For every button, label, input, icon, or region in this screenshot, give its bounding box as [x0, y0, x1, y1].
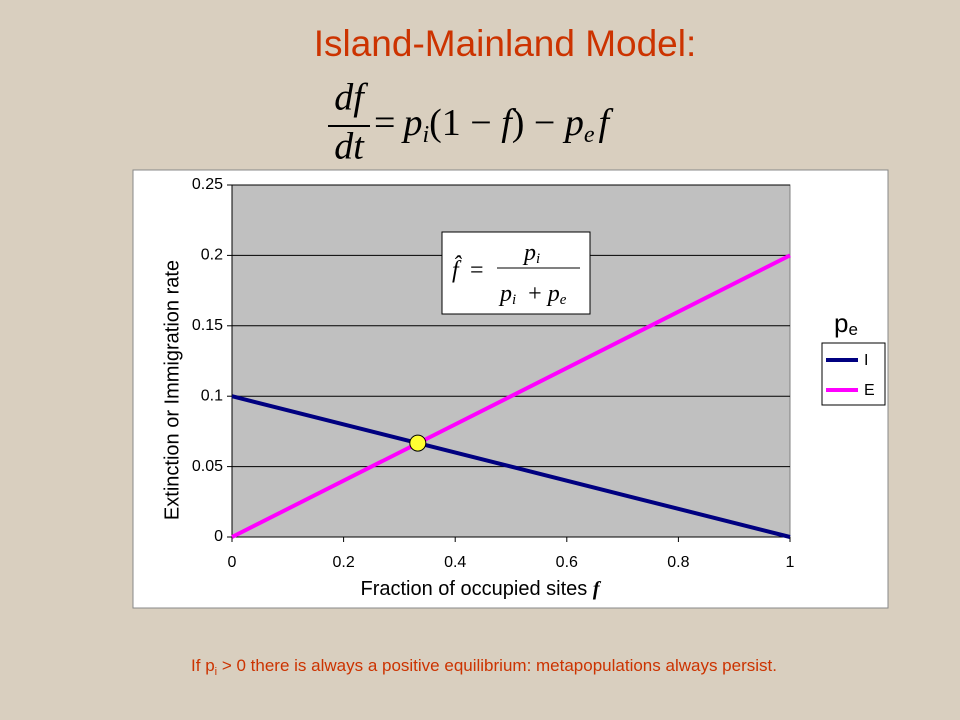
x-axis-label: Fraction of occupied sites f	[360, 578, 601, 601]
x-tick-label: 0	[228, 554, 237, 571]
y-tick-label: 0.15	[192, 317, 223, 334]
series-line	[231, 394, 791, 539]
x-label-text: Fraction of occupied sites	[360, 578, 592, 600]
inset-box	[441, 231, 591, 315]
x-tick-label: 1	[786, 554, 795, 571]
inset-p: p	[522, 240, 536, 266]
series-line	[231, 253, 791, 539]
legend-title-sub: e	[848, 320, 857, 339]
inset-eq: =	[470, 258, 484, 284]
slide-title: Island-Mainland Model:	[314, 23, 697, 64]
x-tick-label: 0.2	[332, 554, 354, 571]
inset-plus: +	[516, 281, 548, 307]
legend-label: E	[864, 382, 875, 399]
inset-sub: i	[536, 251, 540, 267]
legend-title: pe	[834, 308, 858, 340]
eq-sign: =	[374, 102, 395, 144]
equilibrium-point	[409, 434, 427, 452]
inset-lhs: f̂	[452, 255, 462, 283]
eq-text: (1 −	[429, 102, 501, 144]
x-tick-label: 0.8	[667, 554, 689, 571]
eq-p: p	[562, 102, 584, 144]
footnote-text: If p	[191, 656, 215, 675]
inset-num: pi	[522, 240, 540, 268]
legend: IE	[826, 352, 875, 399]
y-tick-label: 0.05	[192, 458, 223, 475]
eq-p: p	[400, 102, 422, 144]
eq-numerator: df	[334, 77, 368, 119]
inset-sub: i	[512, 292, 516, 308]
legend-box	[821, 342, 886, 406]
footnote-sub: i	[215, 666, 217, 678]
x-tick-label: 0.6	[556, 554, 578, 571]
eq-sub: e	[584, 122, 595, 148]
eq-text: ) −	[512, 102, 565, 144]
eq-rhs: = pi(1 − f) − pe f	[374, 102, 614, 148]
legend-title-p: p	[834, 308, 848, 338]
inset-formula: f̂ = pi pi + pe	[452, 240, 580, 309]
inset-p: p	[546, 281, 560, 307]
y-tick-label: 0	[214, 528, 223, 545]
x-tick-label: 0.4	[444, 554, 466, 571]
footnote: If pi > 0 there is always a positive equ…	[191, 656, 777, 677]
y-tick-label: 0.25	[192, 176, 223, 193]
inset-den: pi + pe	[498, 281, 567, 309]
footnote-text: > 0 there is always a positive equilibri…	[217, 656, 777, 675]
y-axis-label: Extinction or Immigration rate	[161, 260, 183, 520]
eq-denominator: dt	[334, 126, 365, 168]
inset-sub: e	[560, 292, 567, 308]
legend-label: I	[864, 352, 868, 369]
equation: df dt = pi(1 − f) − pe f	[328, 77, 614, 168]
x-label-var: f	[593, 578, 602, 600]
eq-sub: i	[422, 122, 429, 148]
y-tick-label: 0.2	[201, 247, 223, 264]
y-tick-label: 0.1	[201, 387, 223, 404]
inset-p: p	[498, 281, 512, 307]
